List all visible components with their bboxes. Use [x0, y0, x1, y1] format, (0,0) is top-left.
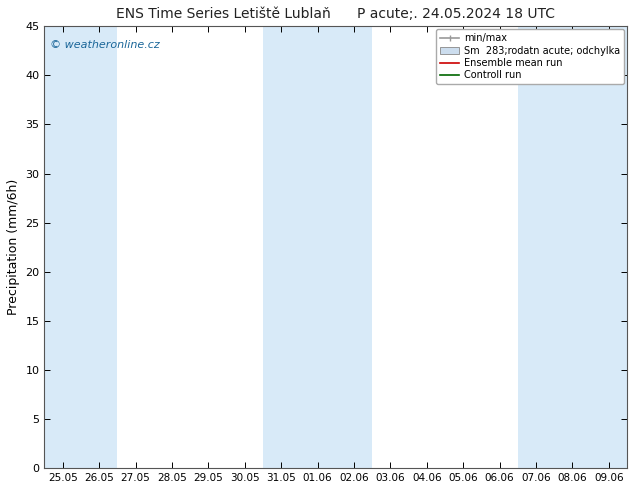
Bar [336, 26, 372, 468]
Bar [591, 26, 627, 468]
Title: ENS Time Series Letiště Lublaň      P acute;. 24.05.2024 18 UTC: ENS Time Series Letiště Lublaň P acute;.… [116, 7, 555, 21]
Bar [263, 26, 299, 468]
Legend: min/max, Sm  283;rodatn acute; odchylka, Ensemble mean run, Controll run: min/max, Sm 283;rodatn acute; odchylka, … [436, 29, 624, 84]
Bar [81, 26, 117, 468]
Bar [554, 26, 591, 468]
Bar [518, 26, 554, 468]
Y-axis label: Precipitation (mm/6h): Precipitation (mm/6h) [7, 179, 20, 316]
Text: © weatheronline.cz: © weatheronline.cz [50, 40, 160, 49]
Bar [299, 26, 336, 468]
Bar [44, 26, 81, 468]
